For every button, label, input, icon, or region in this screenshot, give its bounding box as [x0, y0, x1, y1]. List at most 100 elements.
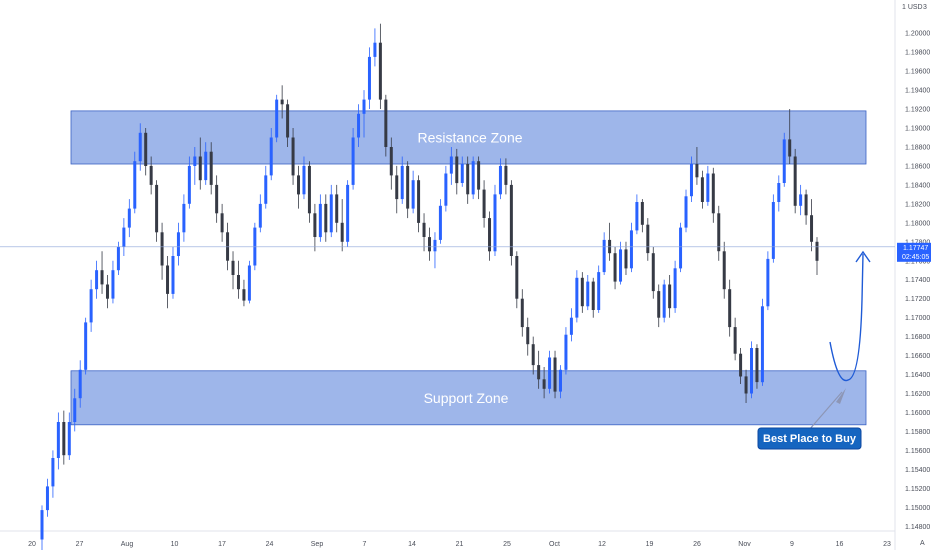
- candle-body: [700, 177, 704, 202]
- candle: [378, 23, 382, 109]
- candle-body: [444, 173, 448, 206]
- candle-body: [815, 241, 819, 261]
- candle: [662, 279, 666, 323]
- candle: [247, 260, 251, 304]
- candle-body: [422, 222, 426, 237]
- candle-body: [78, 369, 82, 399]
- candle-body: [395, 175, 399, 200]
- candle: [597, 265, 601, 313]
- candle: [777, 175, 781, 212]
- y-tick-label: 1.17400: [905, 277, 930, 284]
- candle-body: [799, 194, 803, 206]
- candle-body: [706, 173, 710, 202]
- candle: [275, 94, 279, 143]
- candle: [149, 156, 153, 195]
- candle: [291, 128, 295, 185]
- candle-body: [509, 184, 513, 256]
- candle-body: [777, 183, 781, 202]
- y-tick-label: 1.14800: [905, 524, 930, 531]
- candle-body: [569, 317, 573, 335]
- candle: [297, 165, 301, 209]
- candle: [668, 275, 672, 318]
- candle-body: [629, 230, 633, 269]
- candle-body: [597, 272, 601, 310]
- x-tick-label: 12: [598, 541, 606, 548]
- y-tick-label: 1.17000: [905, 315, 930, 322]
- candle: [160, 222, 164, 280]
- candle: [640, 199, 644, 233]
- y-tick-label: 1.19200: [905, 107, 930, 114]
- y-tick-label: 1.19600: [905, 69, 930, 76]
- candle-body: [558, 369, 562, 392]
- y-tick-label: 1.19400: [905, 88, 930, 95]
- candle: [324, 194, 328, 242]
- candle: [357, 104, 361, 147]
- candle-body: [89, 289, 93, 323]
- candle: [466, 156, 470, 204]
- candle-body: [449, 156, 453, 174]
- candle: [264, 165, 268, 209]
- candle-body: [406, 165, 410, 209]
- candle-body: [67, 422, 71, 456]
- candle-body: [651, 253, 655, 292]
- y-tick-label: 1.15200: [905, 486, 930, 493]
- candle: [171, 246, 175, 299]
- candle: [258, 194, 262, 233]
- candle: [580, 272, 584, 313]
- candle-body: [400, 165, 404, 200]
- candle-body: [138, 132, 142, 162]
- y-axis-ticks: 1.14800 1.15000 1.15200 1.15400 1.15600 1.158…: [905, 31, 930, 531]
- candle: [116, 241, 120, 275]
- candle: [477, 156, 481, 200]
- candle-body: [520, 298, 524, 328]
- candle-body: [176, 232, 180, 256]
- candle-body: [367, 56, 371, 100]
- candle: [318, 194, 322, 242]
- zones-layer: Resistance Zone Support Zone: [70, 110, 867, 426]
- y-tick-label: 1.18200: [905, 201, 930, 208]
- candle-body: [302, 165, 306, 195]
- y-tick-label: 1.16400: [905, 372, 930, 379]
- y-tick-label: 1.18600: [905, 163, 930, 170]
- candle: [335, 184, 339, 233]
- callout-box: [757, 427, 862, 450]
- candle-body: [84, 322, 88, 370]
- candle: [105, 275, 109, 309]
- candle: [362, 90, 366, 138]
- support-zone-label: Support Zone: [424, 390, 509, 406]
- candle: [193, 147, 197, 185]
- candle: [471, 156, 475, 200]
- candle: [389, 137, 393, 190]
- candle: [166, 256, 170, 309]
- x-tick-label: 17: [218, 541, 226, 548]
- y-tick-label: 1.20000: [905, 31, 930, 38]
- candle: [84, 317, 88, 375]
- candle: [95, 260, 99, 299]
- candle: [433, 232, 437, 269]
- candle: [395, 165, 399, 214]
- candle: [367, 47, 371, 109]
- x-tick-label: 19: [646, 541, 654, 548]
- scale-toggle-icon[interactable]: A: [920, 540, 925, 547]
- projection-arrow: [829, 253, 864, 382]
- candle-body: [711, 173, 715, 214]
- candle: [569, 308, 573, 342]
- candle: [220, 203, 224, 242]
- candle: [280, 85, 284, 119]
- candle: [531, 336, 535, 375]
- candle: [307, 161, 311, 223]
- y-tick-label: 1.18800: [905, 145, 930, 152]
- candle-body: [231, 260, 235, 275]
- candle: [498, 158, 502, 200]
- x-tick-label: 23: [883, 541, 891, 548]
- candle-body: [313, 213, 317, 237]
- candles-layer: [40, 23, 819, 550]
- support-zone: [70, 370, 867, 426]
- candle: [482, 180, 486, 228]
- candle-body: [482, 189, 486, 218]
- candle-body: [613, 253, 617, 282]
- candle-body: [657, 291, 661, 318]
- x-axis-ticks: 20 27 Aug 10 17 24 Sep 7 14 21 25 Oct 12 19 26 Nov 9 16 23: [28, 541, 891, 548]
- candle: [766, 251, 770, 311]
- candle: [520, 289, 524, 337]
